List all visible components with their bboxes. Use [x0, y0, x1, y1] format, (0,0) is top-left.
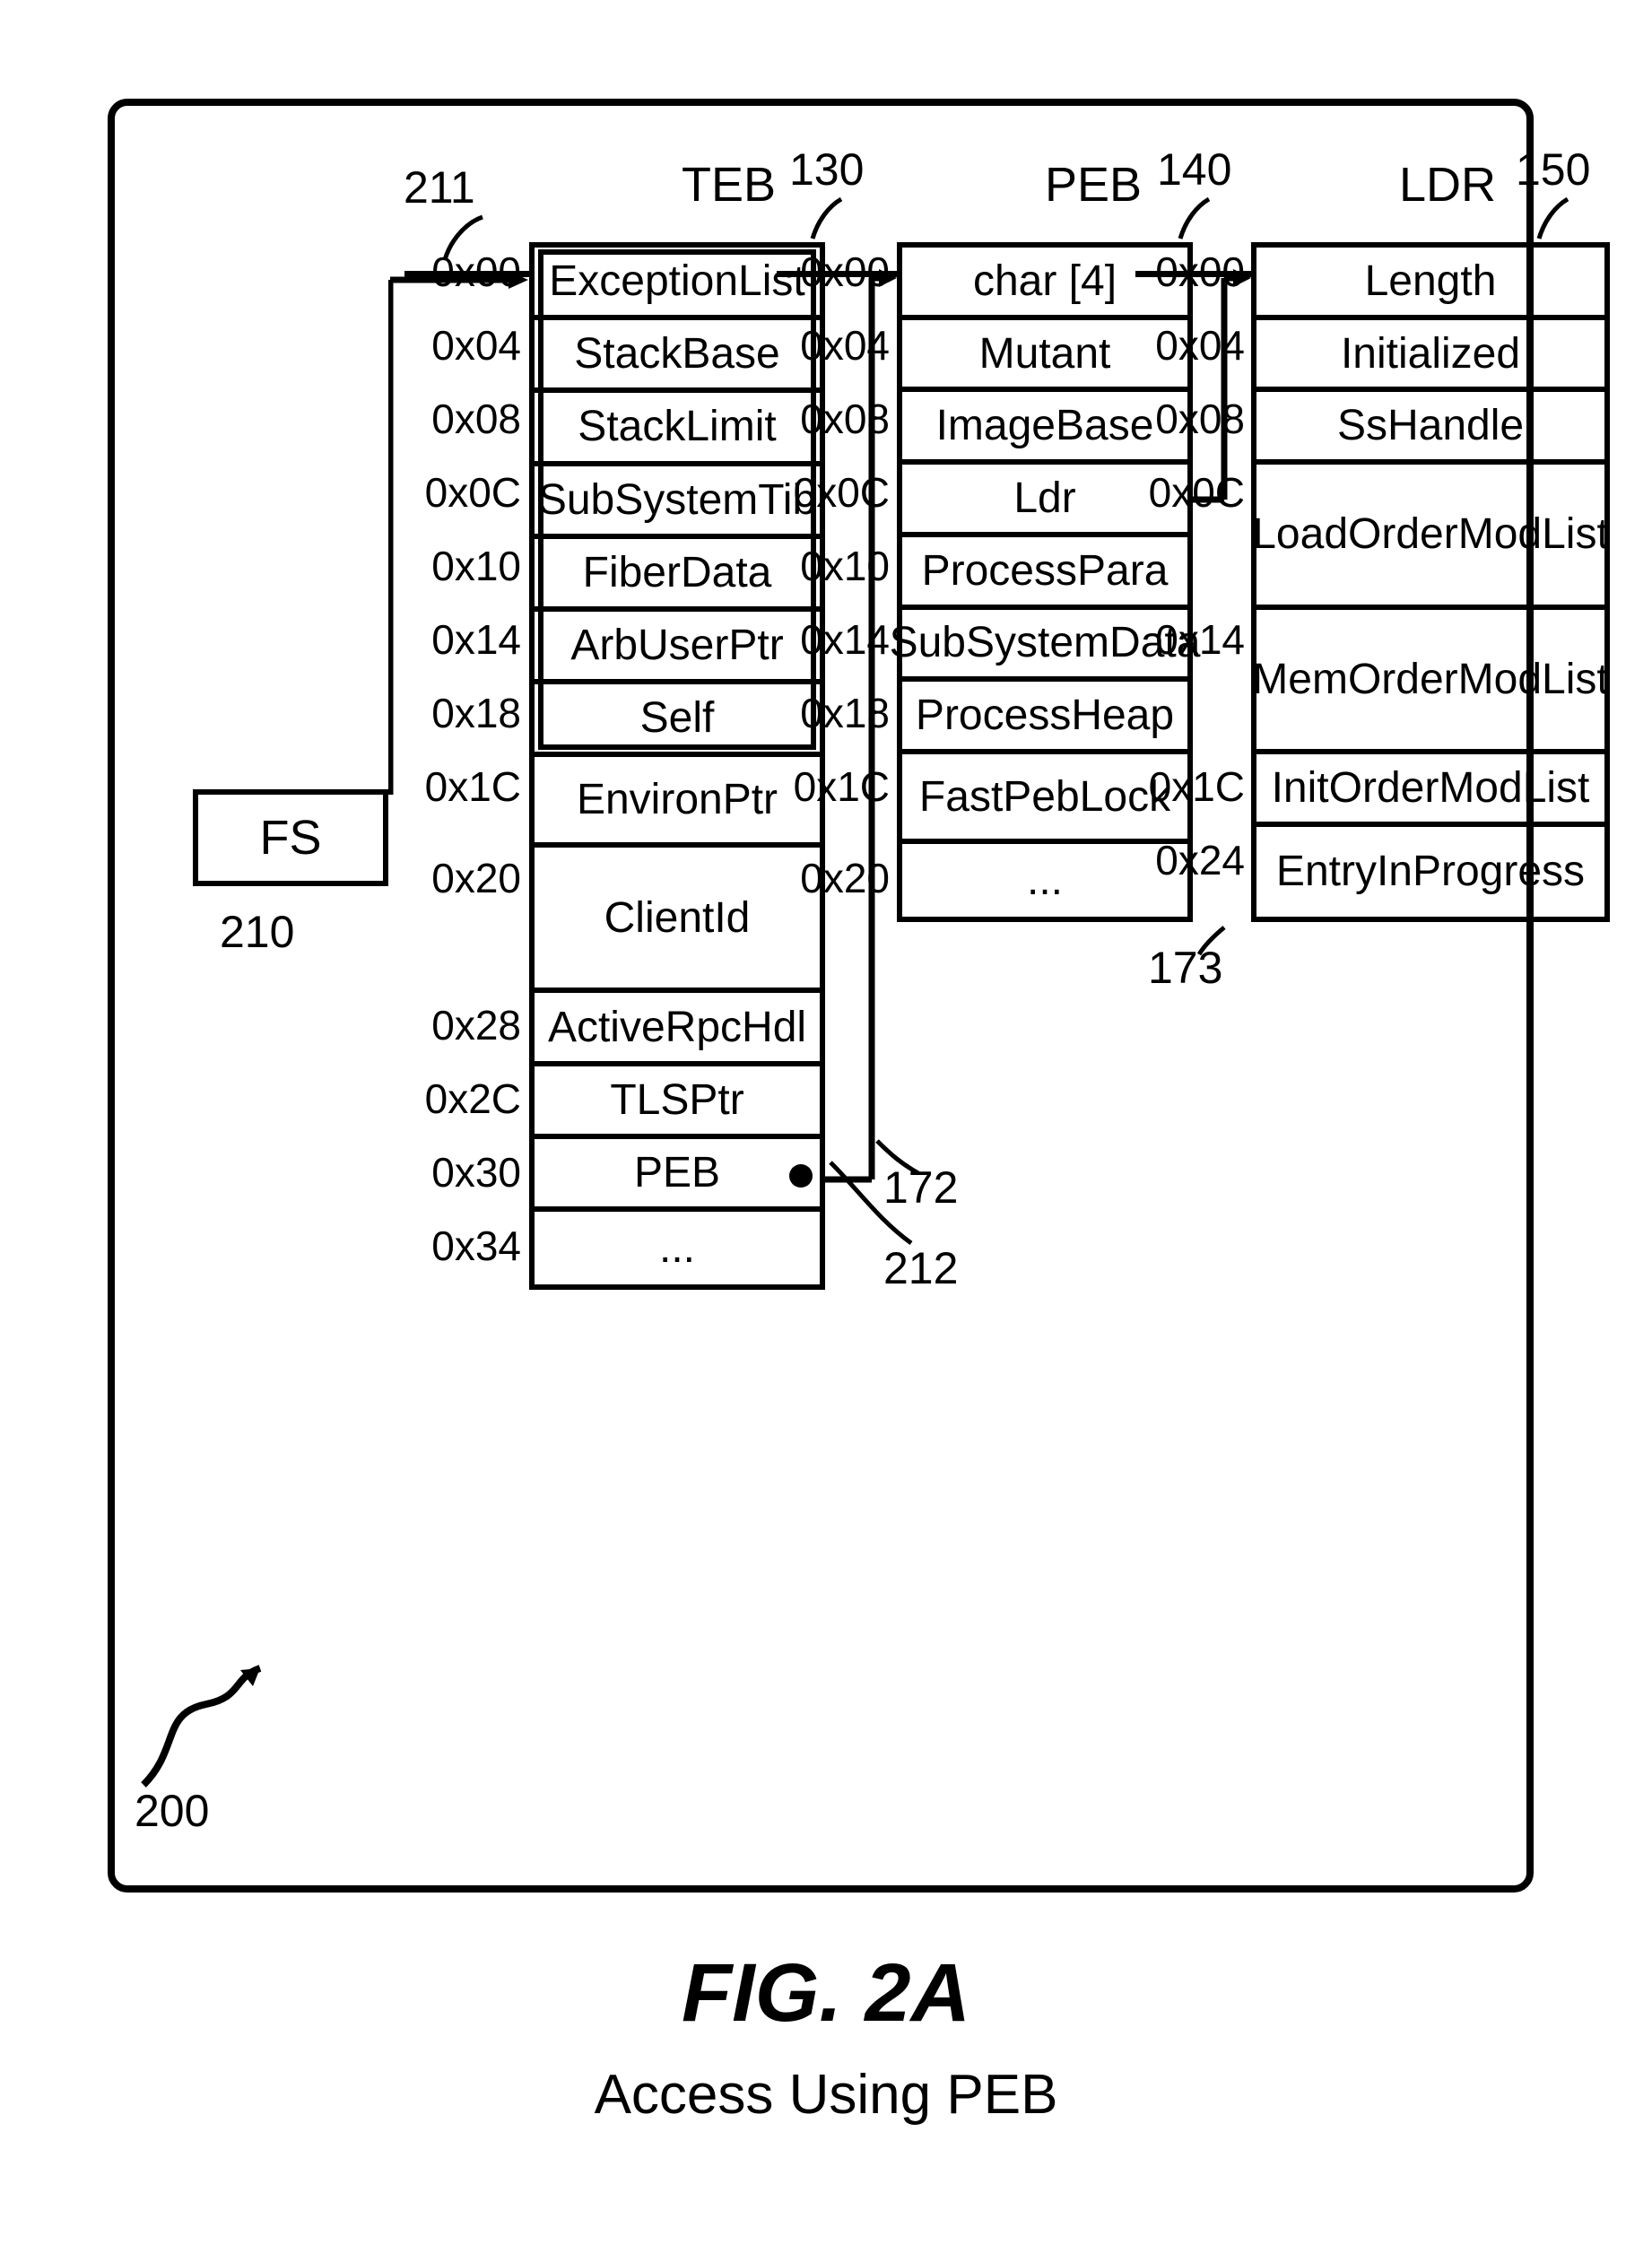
- peb-title: PEB: [1045, 157, 1142, 213]
- page: FIG. 2A Access Using PEB 200 FS 210 211 …: [0, 0, 1652, 2245]
- offset-label: 0x34: [408, 1216, 521, 1290]
- cell: EnvironPtr: [535, 757, 820, 848]
- fs-label: FS: [259, 810, 321, 866]
- ref-140: 140: [1157, 144, 1231, 196]
- leader-173: [1196, 924, 1231, 960]
- cell: ClientId: [535, 848, 820, 993]
- offset-label: 0x14: [408, 610, 521, 683]
- offset-strike: [777, 271, 897, 277]
- cell: TLSPtr: [535, 1066, 820, 1139]
- cell: LoadOrderModList: [1256, 465, 1604, 609]
- offset-label: 0x1C: [1139, 757, 1245, 831]
- offset-label: 0x0C: [408, 463, 521, 536]
- ref-210: 210: [220, 906, 294, 958]
- offset-label: 0x10: [408, 536, 521, 610]
- offset-label: 0x30: [408, 1143, 521, 1216]
- offset-label: 0x24: [1139, 831, 1245, 922]
- cell: SsHandle: [1256, 392, 1604, 465]
- cell: Initialized: [1256, 320, 1604, 393]
- ref-211: 211: [404, 161, 475, 213]
- offset-label: 0x1C: [408, 757, 521, 848]
- pointer-dot-icon: [789, 1164, 813, 1188]
- offset-label: 0x2C: [408, 1069, 521, 1143]
- leader-130: [807, 196, 852, 246]
- arrow-teb-to-peb: [820, 260, 918, 1197]
- cell: MemOrderModList: [1256, 610, 1604, 754]
- figure-title: FIG. 2A: [0, 1946, 1652, 2041]
- ref-150: 150: [1516, 144, 1590, 196]
- offset-label: 0x08: [408, 389, 521, 463]
- cell: EntryInProgress: [1256, 827, 1604, 917]
- ldr-title: LDR: [1399, 157, 1496, 213]
- cell: PEB: [535, 1139, 820, 1212]
- teb-offsets: 0x000x040x080x0C0x100x140x180x1C0x200x28…: [408, 242, 521, 1290]
- offset-label: 0x00: [408, 242, 521, 316]
- cell: ActiveRpcHdl: [535, 993, 820, 1066]
- fs-block: FS: [193, 789, 388, 886]
- arrow-peb-to-ldr: [1187, 260, 1273, 518]
- ldr-table: LengthInitializedSsHandleLoadOrderModLis…: [1251, 242, 1610, 922]
- teb-title: TEB: [682, 157, 776, 213]
- tib-inner-box: [538, 249, 816, 750]
- leader-140: [1175, 196, 1220, 246]
- squiggle-arrow-icon: [135, 1659, 287, 1794]
- ref-130: 130: [789, 144, 864, 196]
- cell: Length: [1256, 248, 1604, 320]
- offset-label: 0x14: [1139, 610, 1245, 757]
- offset-label: 0x18: [408, 683, 521, 757]
- offset-strike: [404, 271, 529, 277]
- leader-150: [1534, 196, 1578, 246]
- cell: ...: [535, 1212, 820, 1284]
- offset-strike: [1135, 271, 1251, 277]
- figure-subtitle: Access Using PEB: [0, 2063, 1652, 2127]
- offset-label: 0x04: [408, 316, 521, 389]
- cell: InitOrderModList: [1256, 754, 1604, 827]
- offset-label: 0x20: [408, 848, 521, 996]
- offset-label: 0x28: [408, 996, 521, 1069]
